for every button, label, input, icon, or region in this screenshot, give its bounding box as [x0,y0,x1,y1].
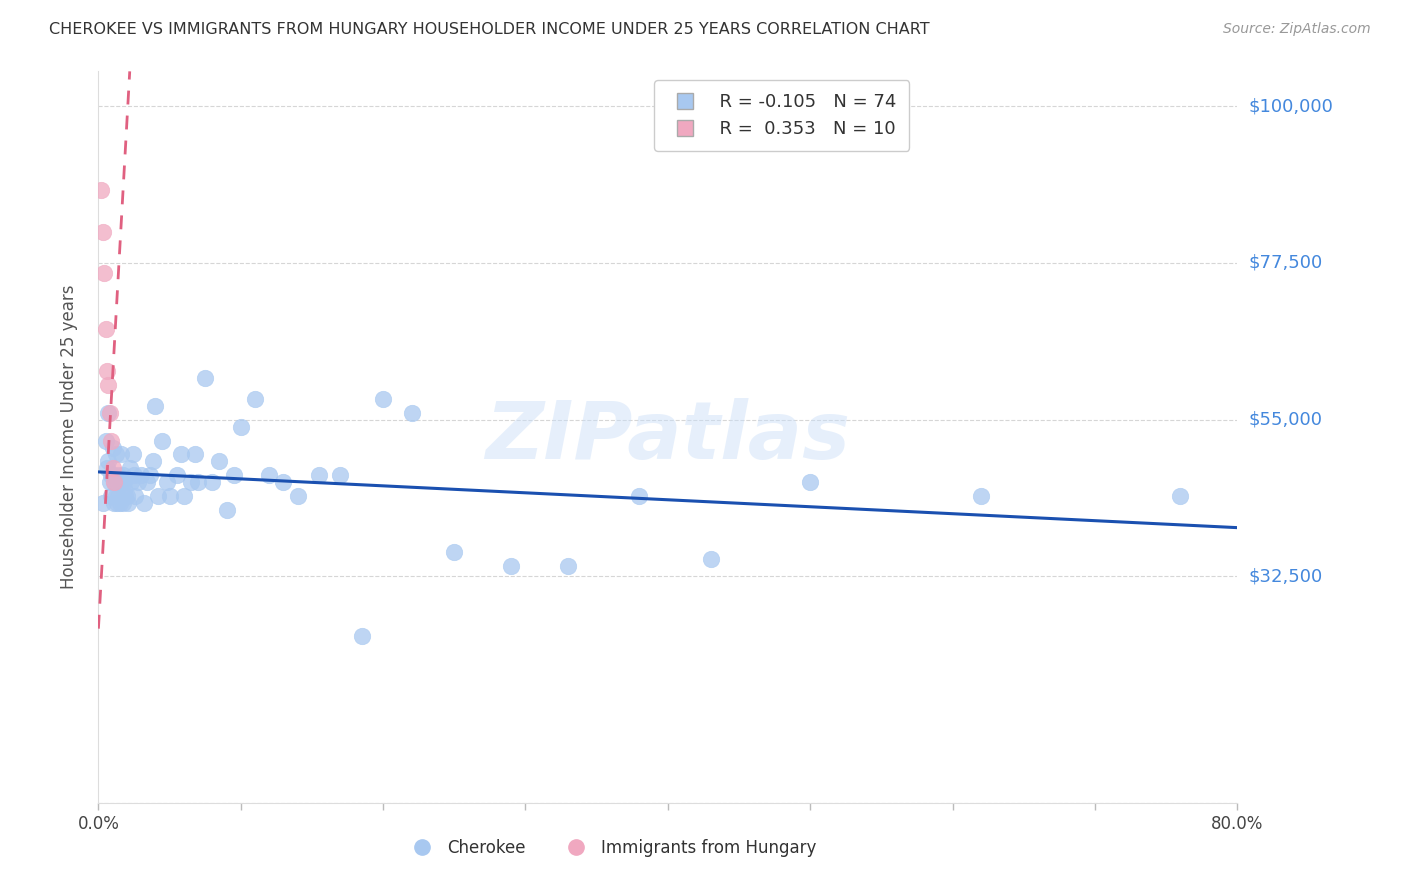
Point [111,496,134,510]
Point [401,406,423,420]
Text: ZIPatlas: ZIPatlas [485,398,851,476]
Point [170,448,193,462]
Point [104,489,127,503]
Point [127,475,149,490]
Point [100,468,122,483]
Point [96,461,118,475]
Point [98,475,121,490]
Point [104,448,127,462]
Point [799,475,821,490]
Y-axis label: Householder Income Under 25 years: Householder Income Under 25 years [59,285,77,590]
Point [329,468,352,483]
Point [166,468,188,483]
Point [97,377,120,392]
Point [110,448,132,462]
Point [194,371,217,385]
Point [124,489,146,503]
Point [103,475,125,490]
Point [259,468,281,483]
Point [201,475,224,490]
Point [159,489,181,503]
Point [94,434,117,448]
Point [173,489,195,503]
Point [148,489,170,503]
Point [215,503,238,517]
Point [110,475,132,490]
Point [184,448,207,462]
Point [112,483,135,497]
Point [96,364,118,378]
Point [350,629,373,643]
Point [443,545,465,559]
Point [91,496,114,510]
Point [501,558,523,573]
Point [115,489,138,503]
Point [100,489,122,503]
Point [373,392,395,406]
Text: $32,500: $32,500 [1249,567,1323,585]
Point [308,468,330,483]
Point [105,496,128,510]
Point [117,496,139,510]
Point [120,475,142,490]
Point [118,461,141,475]
Point [132,496,155,510]
Point [229,419,252,434]
Point [141,454,163,468]
Point [208,454,231,468]
Point [90,183,112,197]
Point [557,558,579,573]
Point [94,322,117,336]
Point [111,468,134,483]
Point [970,489,993,503]
Point [243,392,266,406]
Text: $100,000: $100,000 [1249,97,1333,115]
Point [91,225,114,239]
Point [152,434,174,448]
Point [156,475,179,490]
Legend: Cherokee, Immigrants from Hungary: Cherokee, Immigrants from Hungary [399,832,823,864]
Point [98,406,121,420]
Point [180,475,202,490]
Point [101,468,124,483]
Point [100,434,122,448]
Point [101,441,124,455]
Point [1170,489,1192,503]
Point [145,399,167,413]
Point [101,461,124,475]
Point [103,496,125,510]
Point [107,468,129,483]
Text: $77,500: $77,500 [1249,254,1323,272]
Point [97,406,120,420]
Point [135,475,157,490]
Point [103,475,125,490]
Point [108,496,131,510]
Point [112,475,135,490]
Text: Source: ZipAtlas.com: Source: ZipAtlas.com [1223,22,1371,37]
Point [122,468,145,483]
Point [121,448,143,462]
Point [187,475,209,490]
Point [138,468,160,483]
Point [129,468,152,483]
Text: CHEROKEE VS IMMIGRANTS FROM HUNGARY HOUSEHOLDER INCOME UNDER 25 YEARS CORRELATIO: CHEROKEE VS IMMIGRANTS FROM HUNGARY HOUS… [49,22,929,37]
Point [222,468,245,483]
Point [699,552,721,566]
Point [273,475,295,490]
Point [93,266,115,280]
Point [287,489,309,503]
Point [628,489,651,503]
Point [108,475,131,490]
Text: $55,000: $55,000 [1249,410,1323,429]
Point [97,454,120,468]
Point [114,489,136,503]
Point [107,489,129,503]
Point [105,475,128,490]
